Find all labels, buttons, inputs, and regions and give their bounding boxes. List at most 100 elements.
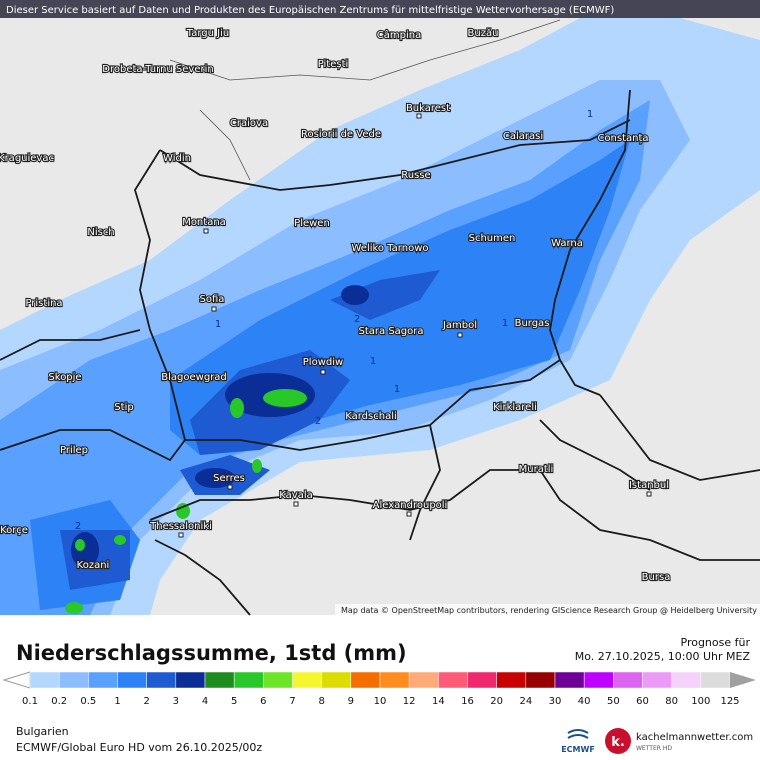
city: Targu Jiu xyxy=(186,28,229,39)
colorbar-swatch xyxy=(292,671,322,689)
colorbar-swatch xyxy=(233,671,264,689)
city: Pitești xyxy=(318,59,349,70)
city: Kraguievac xyxy=(0,153,54,164)
city: Kavala xyxy=(279,490,312,501)
city: Constanța xyxy=(597,133,648,144)
site-sub: WETTER HD xyxy=(636,745,672,752)
colorbar-swatch xyxy=(467,671,497,689)
city: Kirklareli xyxy=(493,402,537,413)
city: Weliko Tarnowo xyxy=(351,243,428,254)
colorbar-swatch xyxy=(438,671,468,689)
contour-label: 1 xyxy=(370,356,376,367)
contour-label: 1 xyxy=(394,384,400,395)
contour-label: 2 xyxy=(75,521,81,532)
city: Câmpina xyxy=(377,29,421,41)
city: Jambol xyxy=(442,320,477,331)
colorbar-label: 3 xyxy=(173,696,179,707)
city: Sofia xyxy=(200,294,225,305)
colorbar-swatch xyxy=(700,671,731,689)
colorbar-label: 125 xyxy=(720,696,739,707)
city: Prilep xyxy=(60,445,88,456)
colorbar-label: 9 xyxy=(348,696,354,707)
colorbar-label: 60 xyxy=(636,696,649,707)
city: Kozani xyxy=(77,560,110,571)
colorbar-label: 14 xyxy=(432,696,445,707)
colorbar-label: 40 xyxy=(578,696,591,707)
colorbar-swatch xyxy=(583,671,614,689)
colorbar-label: 2 xyxy=(143,696,149,707)
colorbar-swatch xyxy=(671,671,702,689)
colorbar-label: 30 xyxy=(549,696,562,707)
colorbar-label: 12 xyxy=(403,696,416,707)
colorbar-swatch xyxy=(88,671,118,689)
contour-labels: 1 1 1 1 1 2 2 2 xyxy=(75,109,593,532)
city: Korçe xyxy=(0,525,28,536)
city: Craiova xyxy=(230,118,268,129)
city: Thessaloniki xyxy=(149,521,212,532)
colorbar-label: 20 xyxy=(490,696,503,707)
colorbar: 0.1 0.2 0.5 1 2 3 4 5 6 7 8 9 10 12 14 16 20 24 30 40 50 60 80… xyxy=(2,671,756,707)
city: Plowdiw xyxy=(303,357,343,368)
contour-label: 1 xyxy=(587,109,593,120)
city: Rosiorii de Vede xyxy=(301,129,381,140)
colorbar-label: 6 xyxy=(260,696,266,707)
banner: Dieser Service basiert auf Daten und Pro… xyxy=(6,5,614,16)
city: Blagoewgrad xyxy=(161,372,227,383)
colorbar-swatch xyxy=(58,671,89,689)
colorbar-swatch xyxy=(350,671,381,689)
colorbar-label: 80 xyxy=(665,696,678,707)
colorbar-swatch xyxy=(204,671,235,689)
city: Plewen xyxy=(294,218,330,229)
precipitation xyxy=(0,18,760,615)
forecast-label: Prognose für xyxy=(681,636,751,649)
city: Calarasi xyxy=(503,131,543,142)
attribution: Map data © OpenStreetMap contributors, r… xyxy=(341,606,757,615)
colorbar-swatch xyxy=(496,671,527,689)
colorbar-swatch xyxy=(525,671,556,689)
colorbar-label: 1 xyxy=(114,696,120,707)
colorbar-swatch xyxy=(408,671,439,689)
colorbar-label: 100 xyxy=(691,696,710,707)
colorbar-label: 10 xyxy=(374,696,387,707)
city: Bursa xyxy=(642,572,671,583)
city: Buzău xyxy=(468,28,499,39)
attribution-bg xyxy=(335,604,760,615)
colorbar-label: 0.1 xyxy=(22,696,38,707)
colorbar-swatch xyxy=(29,671,60,689)
city: Serres xyxy=(213,473,245,484)
city: Montana xyxy=(182,217,226,228)
city: Pristina xyxy=(25,298,62,309)
model-run: ECMWF/Global Euro HD vom 26.10.2025/00z xyxy=(16,741,262,754)
contour-label: 1 xyxy=(502,318,508,329)
city: Stip xyxy=(114,402,133,413)
colorbar-swatch xyxy=(146,671,177,689)
colorbar-arrow-right xyxy=(730,672,756,688)
colorbar-swatch xyxy=(379,671,410,689)
region: Bulgarien xyxy=(16,725,69,738)
site-logo xyxy=(605,728,631,754)
city: Schumen xyxy=(469,233,516,244)
colorbar-swatch xyxy=(117,671,147,689)
colorbar-label: 24 xyxy=(519,696,532,707)
colorbar-label: 7 xyxy=(289,696,295,707)
colorbar-swatch xyxy=(613,671,643,689)
borders xyxy=(0,19,760,616)
site-logo-k: k. xyxy=(611,735,625,750)
city-markers xyxy=(178,113,652,538)
colorbar-swatch xyxy=(175,671,206,689)
banner-bg xyxy=(0,0,760,18)
city: Bukarest xyxy=(406,103,450,114)
city: Russe xyxy=(401,170,430,181)
contour-label: 1 xyxy=(215,319,221,330)
colorbar-label: 0.5 xyxy=(80,696,96,707)
city: Muratli xyxy=(519,464,554,475)
ecmwf-icon xyxy=(567,729,589,739)
colorbar-swatch xyxy=(554,671,585,689)
site-name: kachelmannwetter.com xyxy=(636,732,753,743)
forecast-time: Mo. 27.10.2025, 10:00 Uhr MEZ xyxy=(575,650,751,663)
city: Alexandroupoli xyxy=(373,500,448,511)
city: Kardschali xyxy=(345,411,397,422)
city: Stara Sagora xyxy=(359,326,424,337)
